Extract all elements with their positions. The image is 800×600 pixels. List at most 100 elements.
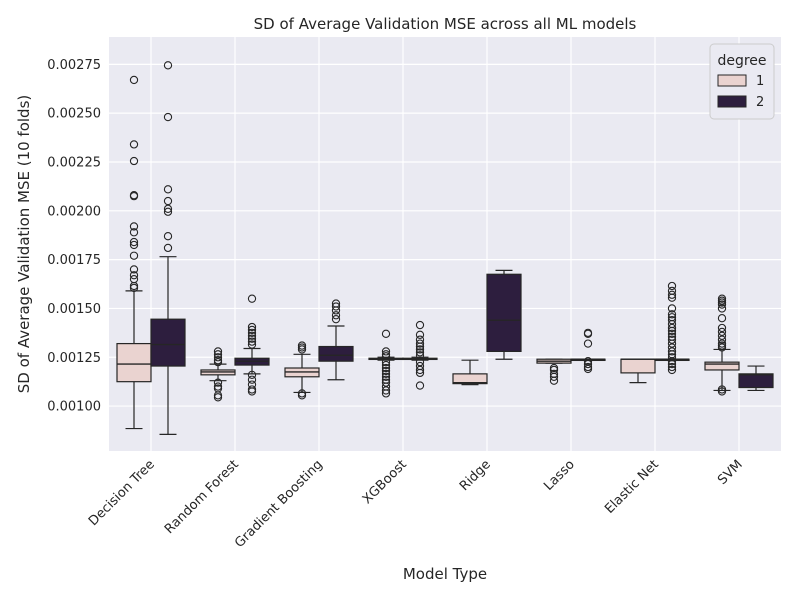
outlier-point bbox=[381, 366, 391, 376]
outlier-point bbox=[717, 343, 727, 352]
outlier-point bbox=[415, 320, 425, 330]
box-degree-2-ridge bbox=[486, 269, 522, 360]
outlier-point bbox=[381, 386, 391, 395]
outlier-point bbox=[331, 311, 341, 320]
outlier-point bbox=[415, 365, 425, 375]
box-degree-2-svm bbox=[738, 365, 774, 392]
chart-title: SD of Average Validation MSE across all … bbox=[254, 15, 637, 33]
outlier-point bbox=[213, 350, 223, 359]
outlier-point bbox=[667, 293, 677, 302]
outlier-point bbox=[667, 339, 677, 348]
outlier-point bbox=[667, 323, 677, 333]
outlier-point bbox=[717, 387, 727, 396]
legend-swatch-1 bbox=[717, 74, 747, 87]
outlier-point bbox=[163, 196, 173, 206]
box-iqr bbox=[116, 342, 152, 383]
y-tick-label: 0.00125 bbox=[47, 351, 101, 366]
outlier-point bbox=[129, 283, 139, 293]
box-degree-1-ridge bbox=[452, 359, 488, 386]
outlier-point bbox=[129, 251, 139, 260]
box-iqr bbox=[704, 361, 740, 371]
outlier-point bbox=[163, 243, 173, 253]
box-degree-1-decision-tree bbox=[116, 75, 152, 430]
legend-title: degree bbox=[717, 53, 766, 69]
legend-label-1: 1 bbox=[756, 74, 764, 89]
outlier-point bbox=[667, 362, 677, 372]
plot-area bbox=[109, 37, 781, 451]
outlier-point bbox=[129, 140, 139, 149]
box-iqr bbox=[318, 345, 354, 362]
y-tick-label: 0.00100 bbox=[47, 400, 101, 415]
outlier-point bbox=[717, 331, 727, 340]
outlier-point bbox=[415, 368, 425, 378]
outlier-point bbox=[381, 363, 391, 373]
outlier-point bbox=[415, 339, 425, 348]
outlier-point bbox=[129, 240, 139, 250]
outlier-point bbox=[583, 339, 593, 348]
outlier-point bbox=[667, 304, 677, 313]
outlier-point bbox=[583, 329, 593, 338]
boxes bbox=[116, 61, 774, 436]
outlier-point bbox=[129, 75, 139, 85]
outlier-point bbox=[717, 323, 727, 333]
box-degree-1-xgboost bbox=[368, 329, 404, 398]
outlier-point bbox=[415, 342, 425, 351]
outlier-point bbox=[129, 237, 139, 247]
outlier-point bbox=[667, 359, 677, 369]
outlier-point bbox=[163, 204, 173, 213]
outlier-point bbox=[381, 389, 391, 398]
outlier-point bbox=[583, 364, 593, 374]
outlier-point bbox=[331, 315, 341, 324]
outlier-point bbox=[667, 310, 677, 319]
outlier-point bbox=[717, 314, 727, 323]
outlier-point bbox=[583, 357, 593, 366]
outlier-point bbox=[667, 326, 677, 336]
y-tick-label: 0.00225 bbox=[47, 155, 101, 170]
box-degree-1-lasso bbox=[536, 358, 572, 385]
outlier-point bbox=[247, 375, 257, 384]
outlier-point bbox=[163, 207, 173, 216]
legend-swatch-2 bbox=[717, 95, 747, 108]
outlier-point bbox=[247, 334, 257, 343]
outlier-point bbox=[129, 222, 139, 231]
outlier-point bbox=[247, 322, 257, 332]
y-tick-label: 0.00275 bbox=[47, 58, 101, 73]
box-iqr bbox=[452, 373, 488, 385]
gridlines bbox=[109, 37, 781, 451]
box-degree-2-lasso bbox=[570, 328, 606, 374]
outlier-point bbox=[381, 372, 391, 381]
outlier-point bbox=[381, 360, 391, 370]
outlier-point bbox=[247, 337, 257, 346]
box-degree-1-random-forest bbox=[200, 347, 236, 402]
outlier-point bbox=[381, 352, 391, 361]
outlier-point bbox=[297, 391, 307, 400]
y-axis-title: SD of Average Validation MSE (10 folds) bbox=[15, 95, 33, 394]
outlier-point bbox=[717, 327, 727, 337]
outlier-point bbox=[667, 281, 677, 291]
outlier-point bbox=[331, 302, 341, 311]
box-degree-1-svm bbox=[704, 294, 740, 396]
outlier-point bbox=[381, 357, 391, 367]
outlier-point bbox=[381, 347, 391, 356]
outlier-point bbox=[667, 316, 677, 325]
outlier-point bbox=[247, 387, 257, 396]
outlier-point bbox=[717, 300, 727, 309]
outlier-point bbox=[331, 306, 341, 315]
outlier-point bbox=[297, 345, 307, 354]
outlier-point bbox=[717, 304, 727, 313]
outlier-point bbox=[213, 357, 223, 367]
box-iqr bbox=[486, 273, 522, 353]
outlier-point bbox=[549, 376, 559, 385]
outlier-point bbox=[213, 347, 223, 356]
outlier-point bbox=[163, 61, 173, 70]
box-degree-1-gradient-boosting bbox=[284, 341, 320, 400]
outlier-point bbox=[213, 393, 223, 402]
outlier-point bbox=[415, 330, 425, 339]
outlier-point bbox=[163, 232, 173, 241]
outlier-point bbox=[213, 378, 223, 387]
outlier-point bbox=[247, 340, 257, 349]
outlier-point bbox=[667, 347, 677, 356]
y-tick-label: 0.00250 bbox=[47, 107, 101, 122]
box-degree-2-decision-tree bbox=[150, 61, 186, 436]
